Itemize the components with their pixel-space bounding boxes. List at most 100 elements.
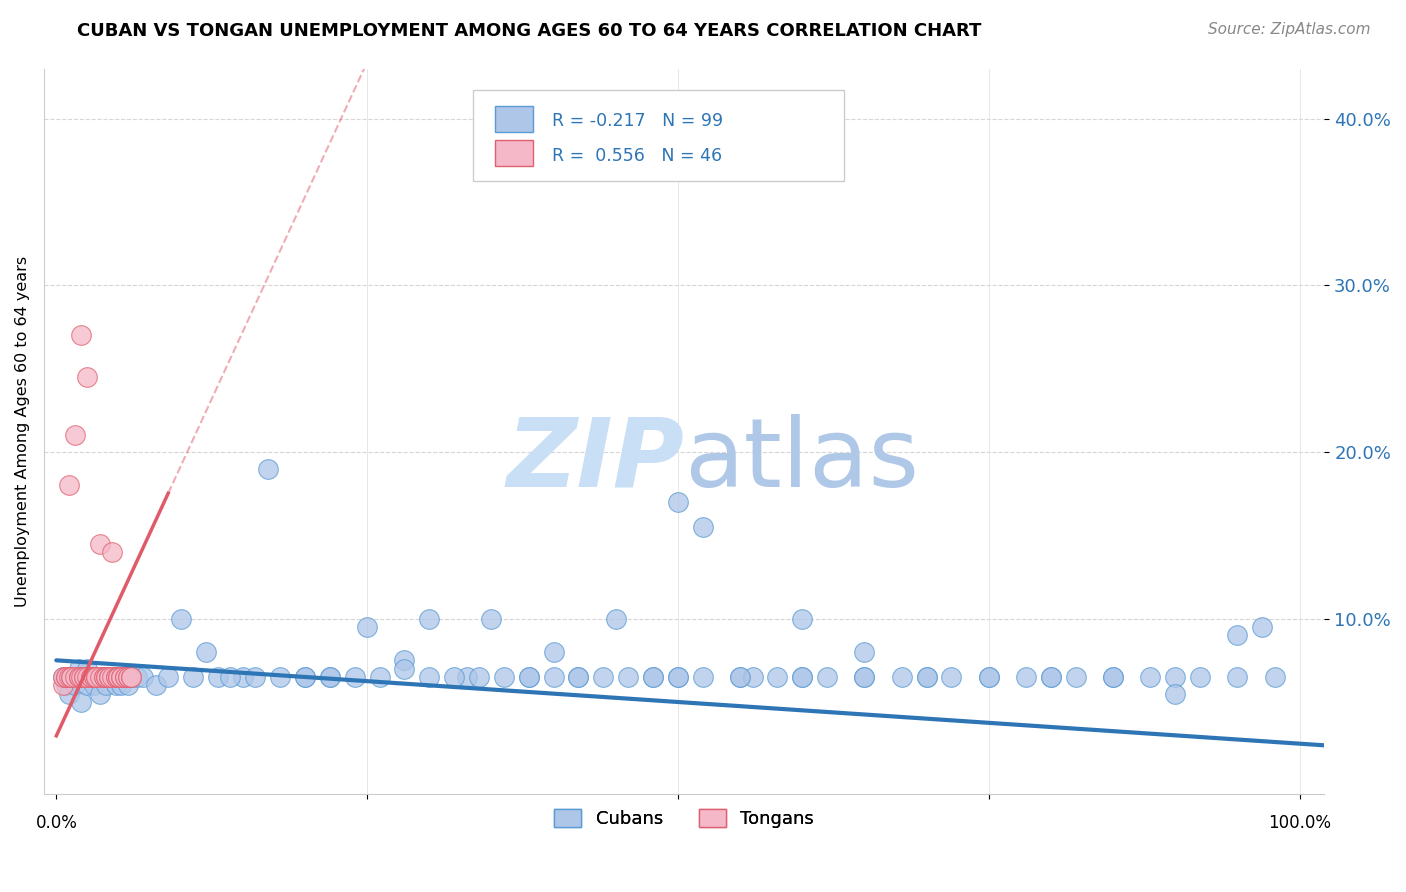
Point [692,520,714,534]
Point [93,670,115,684]
Point [145,678,167,692]
Point [343,670,366,684]
Point [977,670,1000,684]
Point [117,670,139,684]
Point [83,670,105,684]
Point [73,670,96,684]
Point [94,670,117,684]
Point [67,670,90,684]
Point [114,670,136,684]
Point [1064,670,1087,684]
Point [1039,670,1062,684]
Point [110,670,132,684]
FancyBboxPatch shape [495,105,533,132]
Point [83,670,105,684]
Point [110,678,132,692]
Point [766,670,789,684]
Point [269,670,291,684]
Point [107,670,129,684]
Point [89,687,111,701]
Point [70,670,93,684]
Point [94,678,117,692]
Point [666,670,689,684]
Point [792,612,814,626]
Point [51,678,73,692]
Point [55,678,77,692]
Point [97,670,120,684]
Point [567,670,589,684]
Point [58,687,80,701]
Text: R =  0.556   N = 46: R = 0.556 N = 46 [553,146,723,164]
FancyBboxPatch shape [472,90,844,181]
Point [692,670,714,684]
Point [592,670,614,684]
Point [1139,670,1161,684]
Point [120,670,142,684]
Point [70,695,93,709]
Point [84,670,107,684]
Point [728,670,751,684]
Point [169,612,191,626]
Point [89,536,111,550]
Text: Source: ZipAtlas.com: Source: ZipAtlas.com [1208,22,1371,37]
Point [1164,670,1187,684]
Text: ZIP: ZIP [506,414,685,507]
Point [890,670,912,684]
Point [51,670,73,684]
Point [468,670,491,684]
Point [853,645,876,659]
Point [63,428,86,442]
Point [368,670,391,684]
Point [853,670,876,684]
Point [1226,670,1249,684]
Point [107,670,129,684]
Point [1189,670,1212,684]
Point [97,670,120,684]
Point [93,670,115,684]
Point [294,670,316,684]
Point [51,670,73,684]
Point [232,670,254,684]
Point [94,670,117,684]
FancyBboxPatch shape [495,140,533,167]
Point [63,670,86,684]
Point [127,670,149,684]
Point [418,670,440,684]
Point [1164,687,1187,701]
Point [319,670,342,684]
Point [1039,670,1062,684]
Point [84,670,107,684]
Point [941,670,963,684]
Point [80,670,103,684]
Point [55,670,77,684]
Text: atlas: atlas [685,414,920,507]
Point [915,670,938,684]
Point [58,670,80,684]
Point [517,670,540,684]
Point [114,670,136,684]
Point [76,678,98,692]
Point [105,670,128,684]
Point [543,645,565,659]
Point [245,670,267,684]
Point [256,461,278,475]
Point [73,670,96,684]
Point [605,612,627,626]
Point [58,478,80,492]
Point [517,670,540,684]
Point [73,670,96,684]
Point [977,670,1000,684]
Point [1102,670,1125,684]
Point [492,670,515,684]
Point [110,670,132,684]
Point [666,495,689,509]
Point [666,670,689,684]
Point [728,670,751,684]
Point [1015,670,1038,684]
Point [105,670,128,684]
Point [60,670,83,684]
Point [1264,670,1286,684]
Point [443,670,465,684]
Point [418,612,440,626]
Point [117,678,139,692]
